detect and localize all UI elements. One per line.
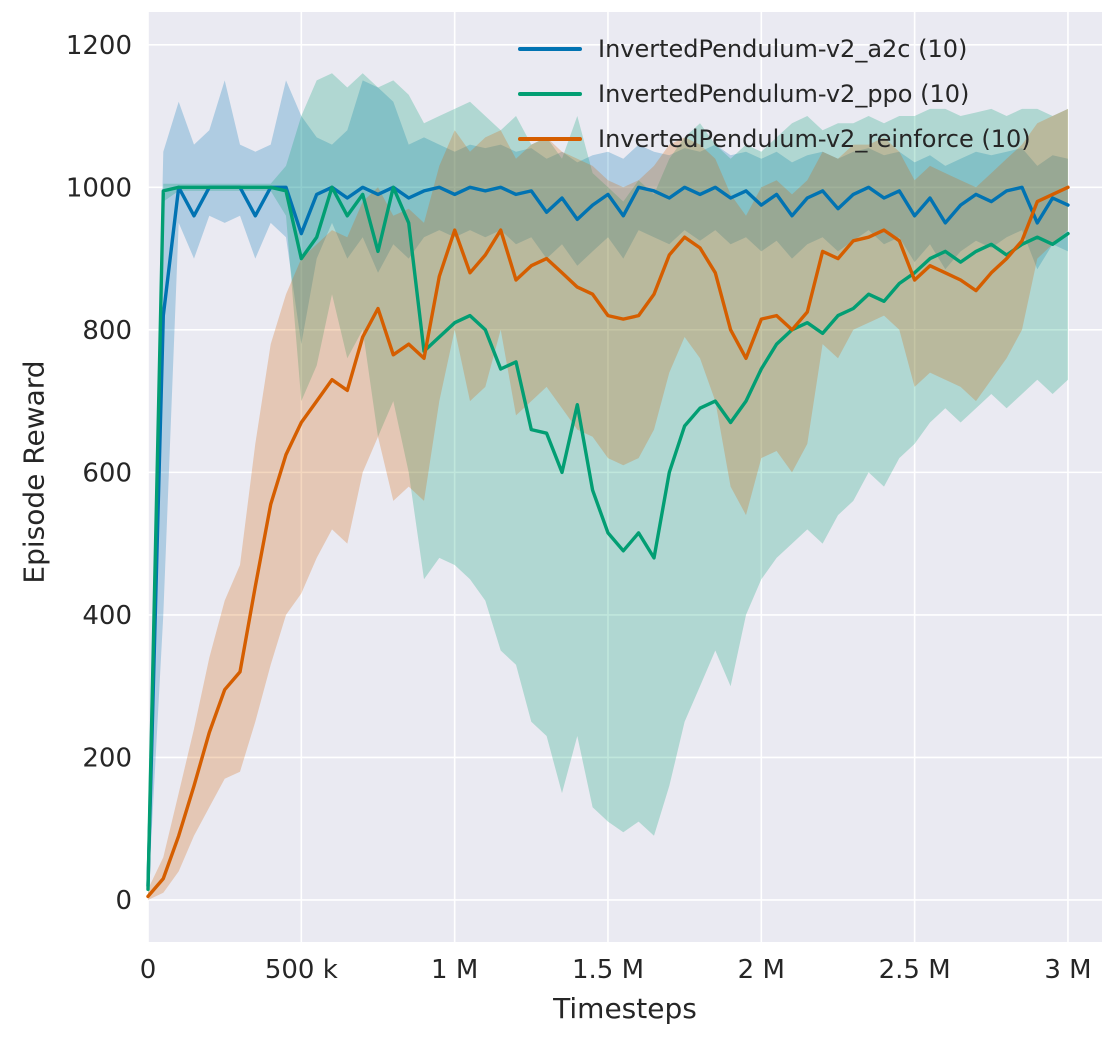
x-tick-label: 500 k (265, 955, 338, 985)
x-tick-label: 2 M (738, 955, 785, 985)
x-tick-label: 0 (140, 955, 157, 985)
y-tick-label: 600 (82, 458, 132, 488)
legend-item-a2c: InvertedPendulum-v2_a2c (10) (518, 26, 1031, 71)
confidence-band (148, 73, 1068, 901)
legend-item-ppo: InvertedPendulum-v2_ppo (10) (518, 71, 1031, 116)
y-tick-label: 400 (82, 601, 132, 631)
legend-line-ppo-icon (518, 91, 582, 96)
x-tick-label: 2.5 M (879, 955, 951, 985)
legend-item-reinforce: InvertedPendulum-v2_reinforce (10) (518, 116, 1031, 161)
y-tick-label: 800 (82, 316, 132, 346)
x-tick-label: 1 M (431, 955, 478, 985)
y-axis-label: Episode Reward (17, 360, 51, 584)
x-axis-label: Timesteps (553, 992, 697, 1025)
x-tick-label: 3 M (1044, 955, 1091, 985)
series-line (146, 185, 1070, 899)
legend-label-a2c: InvertedPendulum-v2_a2c (10) (598, 34, 968, 63)
confidence-band (148, 108, 1068, 900)
plot-background (148, 12, 1102, 942)
y-tick-label: 1200 (66, 31, 132, 61)
legend-label-ppo: InvertedPendulum-v2_ppo (10) (598, 79, 970, 108)
series-line (146, 185, 1070, 888)
y-tick-label: 1000 (66, 173, 132, 203)
x-tick-label: 1.5 M (572, 955, 644, 985)
series-line (146, 185, 1070, 891)
legend-line-reinforce-icon (518, 136, 582, 141)
confidence-band (148, 80, 1068, 900)
legend-label-reinforce: InvertedPendulum-v2_reinforce (10) (598, 124, 1031, 153)
legend: InvertedPendulum-v2_a2c (10) InvertedPen… (518, 26, 1031, 161)
legend-line-a2c-icon (518, 46, 582, 51)
y-tick-label: 200 (82, 743, 132, 773)
y-tick-label: 0 (115, 886, 132, 916)
